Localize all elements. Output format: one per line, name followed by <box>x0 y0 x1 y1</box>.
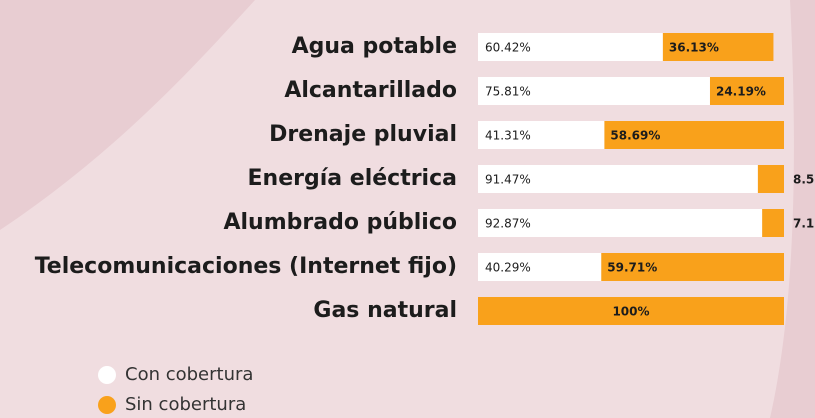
value-label: 100% <box>612 305 649 319</box>
value-label: 7.13% <box>793 217 815 231</box>
category-label: Telecomunicaciones (Internet fijo) <box>35 254 457 279</box>
bar-segment <box>662 33 774 61</box>
category-label: Alcantarillado <box>284 78 457 103</box>
legend-label: Sin cobertura <box>125 394 246 415</box>
category-label: Drenaje pluvial <box>269 122 457 147</box>
bar-segment <box>709 77 784 105</box>
value-label: 36.13% <box>669 41 719 55</box>
bar-segment <box>478 121 605 149</box>
category-label: Agua potable <box>292 34 457 59</box>
value-label: 24.19% <box>716 85 766 99</box>
value-label: 91.47% <box>485 173 531 187</box>
bar-segment <box>604 121 784 149</box>
bar-segment <box>478 297 784 325</box>
value-label: 92.87% <box>485 217 531 231</box>
bar-segment <box>478 77 710 105</box>
value-label: 40.29% <box>485 261 531 275</box>
legend-marker <box>98 366 116 384</box>
bar-segment <box>601 253 784 281</box>
value-label: 59.71% <box>607 261 657 275</box>
bar-segment <box>478 253 602 281</box>
category-label: Energía eléctrica <box>248 166 457 191</box>
category-label: Gas natural <box>313 298 457 323</box>
value-label: 8.53% <box>793 173 815 187</box>
value-label: 75.81% <box>485 85 531 99</box>
value-label: 58.69% <box>610 129 660 143</box>
background-shape <box>0 0 255 230</box>
bar-segment <box>478 33 663 61</box>
bar-segment <box>762 209 784 237</box>
category-label: Alumbrado público <box>223 210 457 235</box>
bar-segment <box>478 209 763 237</box>
value-label: 60.42% <box>485 41 531 55</box>
legend-marker <box>98 396 116 414</box>
value-label: 41.31% <box>485 129 531 143</box>
background-shape <box>770 0 815 418</box>
bar-segment <box>757 165 784 193</box>
bar-segment <box>478 165 758 193</box>
legend-label: Con cobertura <box>125 364 253 385</box>
